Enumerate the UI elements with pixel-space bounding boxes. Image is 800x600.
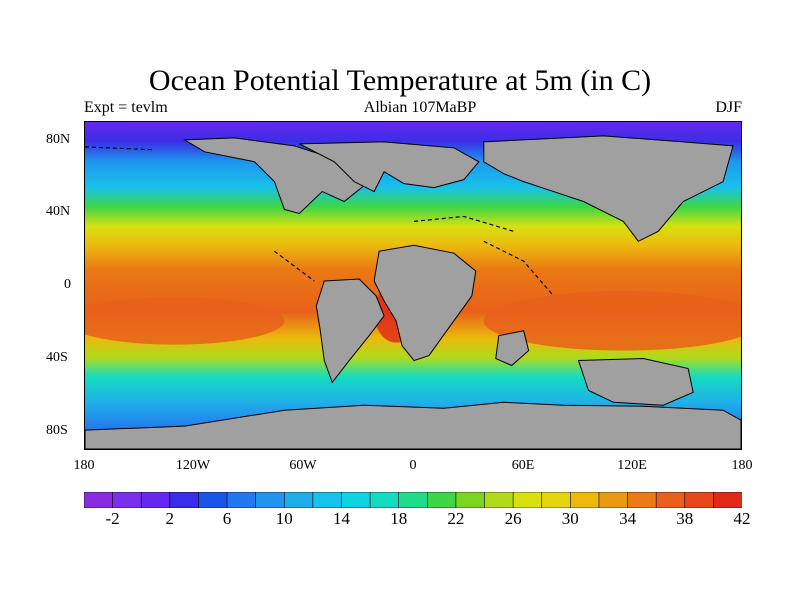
colorbar-swatch <box>169 492 200 508</box>
season-label: DJF <box>715 99 742 116</box>
colorbar-swatch <box>655 492 686 508</box>
warm-pool-tethys <box>483 290 741 351</box>
experiment-label: Expt = tevlm <box>84 99 168 116</box>
colorbar-swatch <box>398 492 429 508</box>
south-america <box>315 278 385 384</box>
colorbar-tick-label: 30 <box>561 509 579 528</box>
lon-tick-60w: 60W <box>289 458 317 473</box>
colorbar-swatch <box>426 492 457 508</box>
asia <box>483 135 734 242</box>
landmasses <box>85 135 741 449</box>
epoch-label: Albian 107MaBP <box>363 99 477 116</box>
colorbar-tick-label: 14 <box>333 509 350 528</box>
colorbar-swatch <box>684 492 715 508</box>
colorbar-swatch <box>541 492 572 508</box>
north-america <box>183 137 370 214</box>
colorbar-swatch <box>598 492 629 508</box>
colorbar-tick-label: 10 <box>275 509 293 528</box>
lat-tick-40s: 40S <box>46 350 68 365</box>
warm-pool-east-pacific <box>85 296 285 345</box>
lon-tick-0: 0 <box>409 458 417 473</box>
plot-title: Ocean Potential Temperature at 5m (in C) <box>148 64 652 97</box>
africa <box>373 244 477 362</box>
india <box>495 330 530 367</box>
colorbar <box>84 492 742 508</box>
colorbar-swatch <box>312 492 343 508</box>
colorbar-swatch <box>484 492 514 508</box>
colorbar-swatch <box>226 492 257 508</box>
lon-tick-120e: 120E <box>617 458 647 473</box>
colorbar-tick-label: 34 <box>619 509 637 528</box>
colorbar-swatch <box>455 492 486 508</box>
colorbar-tick-label: 42 <box>733 509 751 528</box>
lat-tick-80n: 80N <box>46 132 71 147</box>
colorbar-swatch <box>112 492 143 508</box>
temperature-map <box>84 121 742 450</box>
colorbar-tick-label: 22 <box>447 509 465 528</box>
colorbar-swatch <box>570 492 600 508</box>
colorbar-swatch <box>627 492 657 508</box>
lon-tick-180e: 180 <box>731 458 753 473</box>
greenland-europe <box>299 141 480 193</box>
paleo-coastlines <box>85 146 555 297</box>
australia <box>577 358 694 406</box>
colorbar-swatch <box>341 492 371 508</box>
lon-tick-120w: 120W <box>175 458 211 473</box>
colorbar-swatch <box>255 492 286 508</box>
colorbar-swatch <box>369 492 400 508</box>
colorbar-swatch <box>84 492 114 508</box>
colorbar-swatch <box>283 492 314 508</box>
colorbar-swatch <box>713 492 742 508</box>
lat-tick-0: 0 <box>64 277 71 292</box>
colorbar-tick-label: 26 <box>504 509 522 528</box>
colorbar-swatch <box>198 492 228 508</box>
colorbar-tick-label: 18 <box>390 509 408 528</box>
colorbar-swatch <box>140 492 171 508</box>
colorbar-swatch <box>512 492 543 508</box>
antarctica <box>85 401 741 449</box>
colorbar-tick-label: 2 <box>165 509 175 528</box>
colorbar-tick-label: -2 <box>105 509 120 528</box>
lon-tick-60e: 60E <box>511 458 535 473</box>
colorbar-tick-label: 6 <box>222 509 232 528</box>
lat-tick-80s: 80S <box>46 423 68 438</box>
lat-tick-40n: 40N <box>46 204 71 219</box>
lon-tick-180w: 180 <box>73 458 95 473</box>
colorbar-tick-label: 38 <box>676 509 694 528</box>
